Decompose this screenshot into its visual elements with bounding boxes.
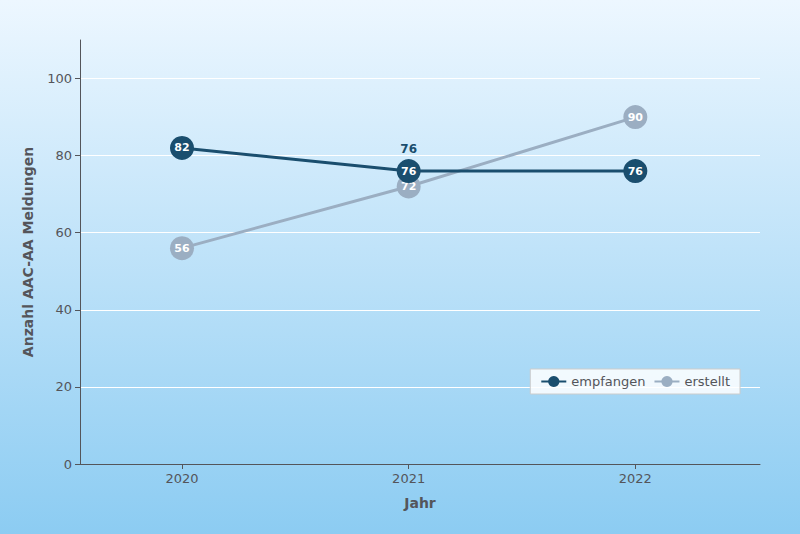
svg-text:60: 60 — [55, 225, 72, 240]
svg-text:76: 76 — [400, 142, 417, 156]
svg-text:100: 100 — [47, 71, 72, 86]
svg-text:Jahr: Jahr — [403, 495, 436, 511]
svg-text:0: 0 — [64, 457, 72, 472]
svg-text:76: 76 — [401, 165, 417, 178]
svg-text:2021: 2021 — [392, 471, 425, 486]
svg-text:72: 72 — [401, 180, 417, 193]
svg-text:erstellt: erstellt — [684, 374, 730, 389]
svg-text:82: 82 — [174, 141, 189, 154]
svg-text:40: 40 — [55, 302, 72, 317]
svg-text:56: 56 — [174, 242, 190, 255]
svg-text:80: 80 — [55, 148, 72, 163]
svg-text:Anzahl AAC-AA Meldungen: Anzahl AAC-AA Meldungen — [20, 147, 36, 357]
svg-text:20: 20 — [55, 379, 72, 394]
svg-text:76: 76 — [628, 165, 644, 178]
svg-text:2022: 2022 — [619, 471, 652, 486]
svg-text:empfangen: empfangen — [571, 374, 645, 389]
svg-text:90: 90 — [628, 111, 644, 124]
svg-text:2020: 2020 — [165, 471, 198, 486]
